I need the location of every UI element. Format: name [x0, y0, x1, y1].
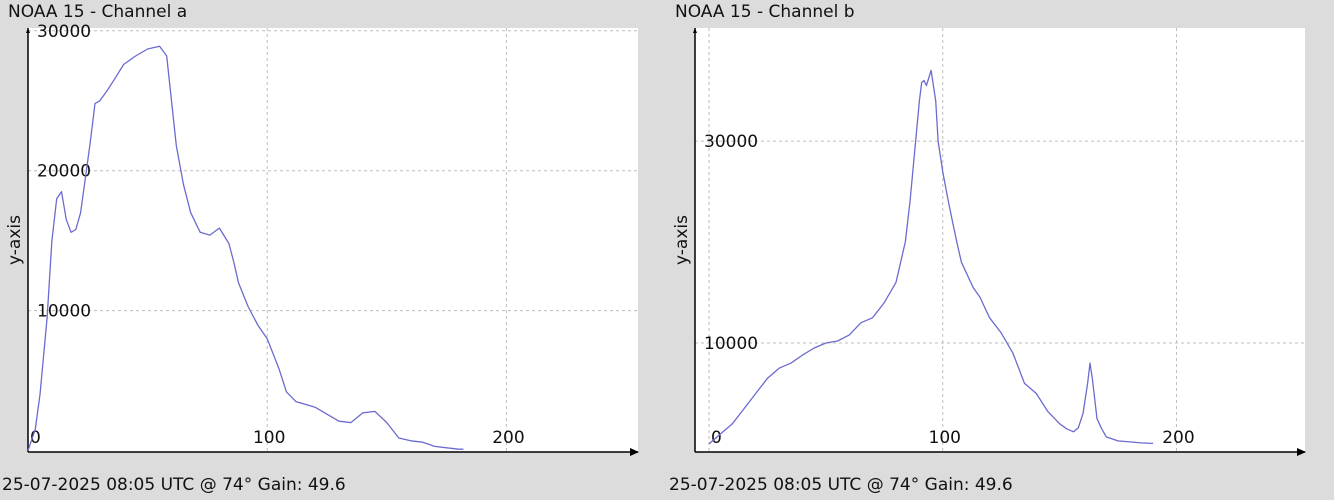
- chart-panel-a: 0 100 200 10000 20000 30000 y-axis NOAA 15 - C…: [0, 0, 640, 500]
- plot-area: [695, 28, 1305, 452]
- chart-a-footer: 25-07-2025 08:05 UTC @ 74° Gain: 49.6: [2, 475, 346, 495]
- chart-a-title: NOAA 15 - Channel a: [8, 2, 188, 22]
- chart-b-title: NOAA 15 - Channel b: [675, 2, 855, 22]
- y-tick-label: 20000: [37, 162, 91, 182]
- x-tick-label: 200: [492, 428, 524, 448]
- y-tick-label: 10000: [37, 302, 91, 322]
- series-line: [708, 69, 1154, 445]
- chart-a-svg: 0 100 200 10000 20000 30000 y-axis: [5, 22, 639, 456]
- chart-b-footer: 25-07-2025 08:05 UTC @ 74° Gain: 49.6: [669, 475, 1013, 495]
- plot-area: [28, 28, 638, 452]
- x-tick-label: 100: [929, 428, 961, 448]
- y-axis-label: y-axis: [672, 215, 692, 265]
- y-axis-arrow: [693, 28, 697, 33]
- series-line: [27, 45, 464, 451]
- y-axis-arrow: [26, 28, 30, 33]
- y-tick-label: 30000: [704, 132, 758, 152]
- chart-panel-b: 0 100 200 10000 30000 y-axis NOAA 15 - Channe…: [667, 0, 1307, 500]
- x-axis-arrow: [630, 448, 639, 456]
- x-tick-label: 100: [253, 428, 285, 448]
- y-tick-label: 10000: [704, 334, 758, 354]
- x-axis-arrow: [1297, 448, 1306, 456]
- x-tick-label: 200: [1162, 428, 1194, 448]
- y-tick-label: 30000: [37, 22, 91, 42]
- y-axis-label: y-axis: [5, 215, 25, 265]
- x-tick-label: 0: [30, 428, 41, 448]
